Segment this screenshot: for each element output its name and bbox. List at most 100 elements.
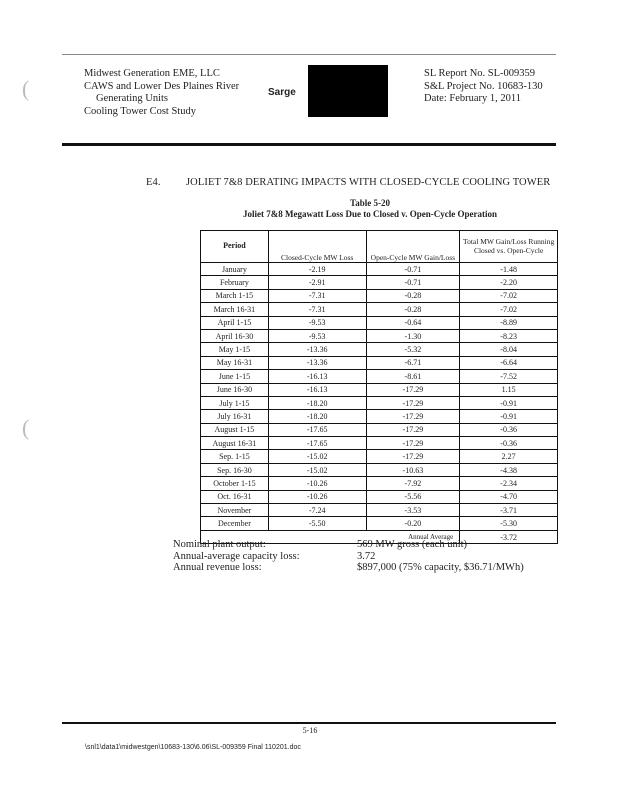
cell-closed-cycle: -15.02 [267, 462, 367, 478]
cell-period: Oct. 16-31 [200, 489, 269, 505]
table-row: April 1-15 -9.53 -0.64 -8.89 [200, 315, 558, 330]
annual-average-value: -3.72 [459, 529, 558, 545]
cell-closed-cycle: -9.53 [267, 315, 367, 330]
cell-period: October 1-15 [200, 476, 269, 491]
cell-open-cycle: -17.29 [365, 382, 461, 397]
table-row: February -2.91 -0.71 -2.20 [200, 275, 558, 290]
cell-period: March 1-15 [200, 288, 269, 304]
table-row: October 1-15 -10.26 -7.92 -2.34 [200, 476, 558, 491]
table-row: Oct. 16-31 -10.26 -5.56 -4.70 [200, 489, 558, 505]
cell-open-cycle: -17.29 [365, 436, 461, 451]
column-header-open-cycle: Open-Cycle MW Gain/Loss [365, 230, 461, 263]
cell-total: -8.89 [459, 315, 558, 330]
cell-closed-cycle: -15.02 [267, 449, 367, 464]
annual-average-label: Annual Average [199, 529, 461, 545]
scan-mark: ( [22, 76, 30, 101]
table-row: August 1-15 -17.65 -17.29 -0.36 [200, 422, 558, 438]
cell-closed-cycle: -18.20 [267, 409, 367, 424]
summary-label: Annual revenue loss: [173, 562, 262, 573]
cell-total: -2.20 [459, 275, 558, 290]
cell-open-cycle: -3.53 [365, 503, 461, 518]
footer-rule [62, 722, 556, 724]
cell-closed-cycle: -7.24 [267, 503, 367, 518]
cell-open-cycle: -1.30 [365, 328, 461, 344]
derating-table: Period Closed-Cycle MW Loss Open-Cycle M… [199, 230, 558, 545]
table-row: March 16-31 -7.31 -0.28 -7.02 [200, 302, 558, 317]
header-right: SL Report No. SL-009359 S&L Project No. … [424, 68, 543, 106]
company-name: Midwest Generation EME, LLC [84, 68, 220, 79]
scan-mark: ( [22, 415, 30, 440]
summary-row: Annual-average capacity loss: 3.72 [173, 551, 524, 563]
cell-total: -0.91 [459, 395, 558, 411]
cell-total: -7.02 [459, 288, 558, 304]
summary-label: Annual-average capacity loss: [173, 550, 300, 562]
report-date: Date: February 1, 2011 [424, 93, 522, 104]
table-row: August 16-31 -17.65 -17.29 -0.36 [200, 436, 558, 451]
cell-closed-cycle: -9.53 [267, 328, 367, 344]
table-row: June 1-15 -16.13 -8.61 -7.52 [200, 369, 558, 384]
cell-period: July 16-31 [200, 409, 269, 424]
cell-total: -3.71 [459, 503, 558, 518]
table-row: December -5.50 -0.20 -5.30 [200, 516, 558, 531]
cell-open-cycle: -5.56 [365, 489, 461, 505]
file-path: \snl1\data1\midwestgen\10683-130\6.06\SL… [85, 744, 301, 751]
project-line-cont: Generating Units [96, 93, 169, 104]
cell-open-cycle: -0.71 [365, 275, 461, 290]
summary-value: $897,000 (75% capacity, $36.71/MWh) [357, 562, 524, 573]
cell-period: August 16-31 [200, 436, 269, 451]
table-row: May 16-31 -13.36 -6.71 -6.64 [200, 355, 558, 371]
cell-total: -8.23 [459, 328, 558, 344]
cell-open-cycle: -0.28 [365, 302, 461, 317]
summary-value: 569 MW gross (each unit) [357, 539, 468, 550]
summary-label: Nominal plant output: [173, 539, 266, 550]
cell-period: November [200, 503, 269, 518]
section-heading: E4. JOLIET 7&8 DERATING IMPACTS WITH CLOS… [146, 177, 550, 188]
cell-period: May 1-15 [200, 342, 269, 357]
cell-period: January [200, 261, 269, 277]
cell-open-cycle: -0.71 [365, 261, 461, 277]
section-title: JOLIET 7&8 DERATING IMPACTS WITH CLOSED-… [186, 177, 551, 188]
cell-open-cycle: -17.29 [365, 395, 461, 411]
cell-total: -8.04 [459, 342, 558, 357]
cell-open-cycle: -0.64 [365, 315, 461, 330]
table-row: July 16-31 -18.20 -17.29 -0.91 [200, 409, 558, 424]
cell-total: -4.38 [459, 462, 558, 478]
project-line: CAWS and Lower Des Plaines River [84, 80, 240, 92]
cell-period: March 16-31 [200, 302, 269, 317]
cell-open-cycle: -8.61 [365, 369, 461, 384]
cell-closed-cycle: -10.26 [267, 489, 367, 505]
cell-open-cycle: -6.71 [365, 355, 461, 371]
table-row: Sep. 16-30 -15.02 -10.63 -4.38 [200, 462, 558, 478]
cell-closed-cycle: -7.31 [267, 302, 367, 317]
table-row: July 1-15 -18.20 -17.29 -0.91 [200, 395, 558, 411]
header-left: Midwest Generation EME, LLC CAWS and Low… [84, 68, 239, 118]
cell-open-cycle: -5.32 [365, 342, 461, 357]
report-number: SL Report No. SL-009359 [424, 68, 536, 79]
cell-period: Sep. 16-30 [200, 462, 269, 478]
table-title: Joliet 7&8 Megawatt Loss Due to Closed v… [243, 209, 497, 219]
cell-total: -5.30 [459, 516, 558, 531]
table-row: March 1-15 -7.31 -0.28 -7.02 [200, 288, 558, 304]
summary-row: Annual revenue loss: $897,000 (75% capaci… [173, 562, 524, 574]
cell-period: Sep. 1-15 [200, 449, 269, 464]
cell-total: -1.48 [459, 261, 558, 277]
section-number: E4. [146, 177, 161, 188]
table-row: Sep. 1-15 -15.02 -17.29 2.27 [200, 449, 558, 464]
cell-closed-cycle: -16.13 [267, 369, 367, 384]
cell-period: June 1-15 [200, 369, 269, 384]
cell-open-cycle: -0.20 [365, 516, 461, 531]
cell-total: 1.15 [459, 382, 558, 397]
cell-closed-cycle: -13.36 [267, 355, 367, 371]
cell-open-cycle: -17.29 [365, 422, 461, 438]
column-header-closed-cycle: Closed-Cycle MW Loss [267, 230, 367, 263]
column-header-period: Period [200, 230, 269, 263]
cell-period: May 16-31 [200, 355, 269, 371]
table-caption: Table 5-20 [350, 198, 390, 208]
cell-period: December [200, 516, 269, 531]
cell-open-cycle: -17.29 [365, 409, 461, 424]
cell-total: -0.91 [459, 409, 558, 424]
table-row: June 16-30 -16.13 -17.29 1.15 [200, 382, 558, 397]
cell-closed-cycle: -13.36 [267, 342, 367, 357]
cell-period: April 16-30 [200, 328, 269, 344]
redaction-box [308, 65, 388, 117]
